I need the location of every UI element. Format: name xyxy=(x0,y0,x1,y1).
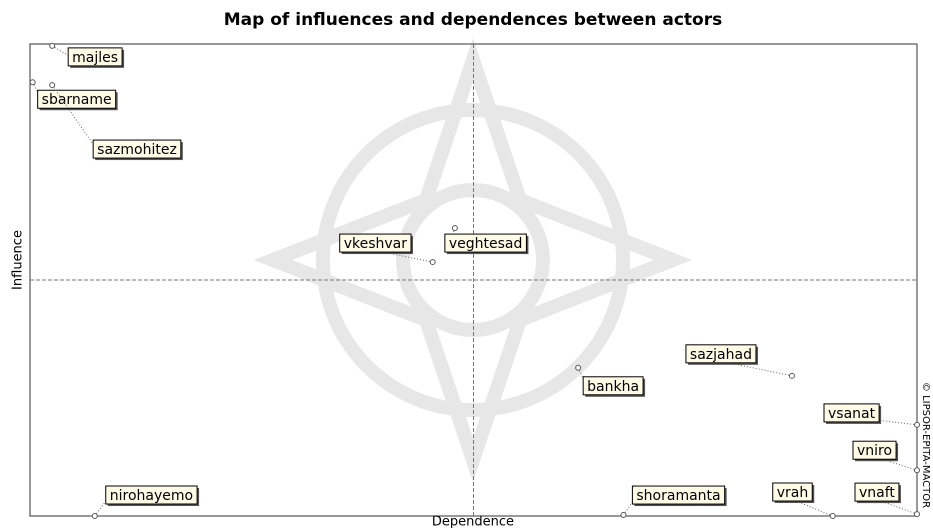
point xyxy=(50,83,55,88)
point-label: vrah xyxy=(777,485,809,501)
point-label: vniro xyxy=(857,443,892,459)
point-label: vkeshvar xyxy=(344,236,408,252)
credit: © LIPSOR-EPITA-MACTOR xyxy=(920,382,931,508)
point-label: veghtesad xyxy=(449,236,523,252)
point xyxy=(50,43,55,48)
point xyxy=(915,422,920,427)
point xyxy=(576,365,581,370)
point-label: shoramanta xyxy=(636,488,720,504)
point-label: vnaft xyxy=(859,485,895,501)
x-axis-label: Dependence xyxy=(432,515,514,528)
point-label: sbarname xyxy=(42,92,112,108)
point-label: nirohayemo xyxy=(110,488,193,504)
point-label: sazjahad xyxy=(690,347,752,363)
point xyxy=(621,513,626,518)
point-label: bankha xyxy=(587,379,639,395)
point xyxy=(830,514,835,519)
point-label: sazmohitez xyxy=(97,142,177,158)
point xyxy=(789,373,794,378)
point xyxy=(92,514,97,519)
point-label: majles xyxy=(72,50,118,66)
point xyxy=(30,80,35,85)
point xyxy=(915,512,920,517)
point-label: vsanat xyxy=(828,406,876,422)
chart: Map of influences and dependences betwee… xyxy=(0,0,933,528)
point xyxy=(430,260,435,265)
point xyxy=(452,226,457,231)
point xyxy=(915,468,920,473)
chart-title: Map of influences and dependences betwee… xyxy=(224,10,722,30)
y-axis-label: Influence xyxy=(11,230,26,290)
